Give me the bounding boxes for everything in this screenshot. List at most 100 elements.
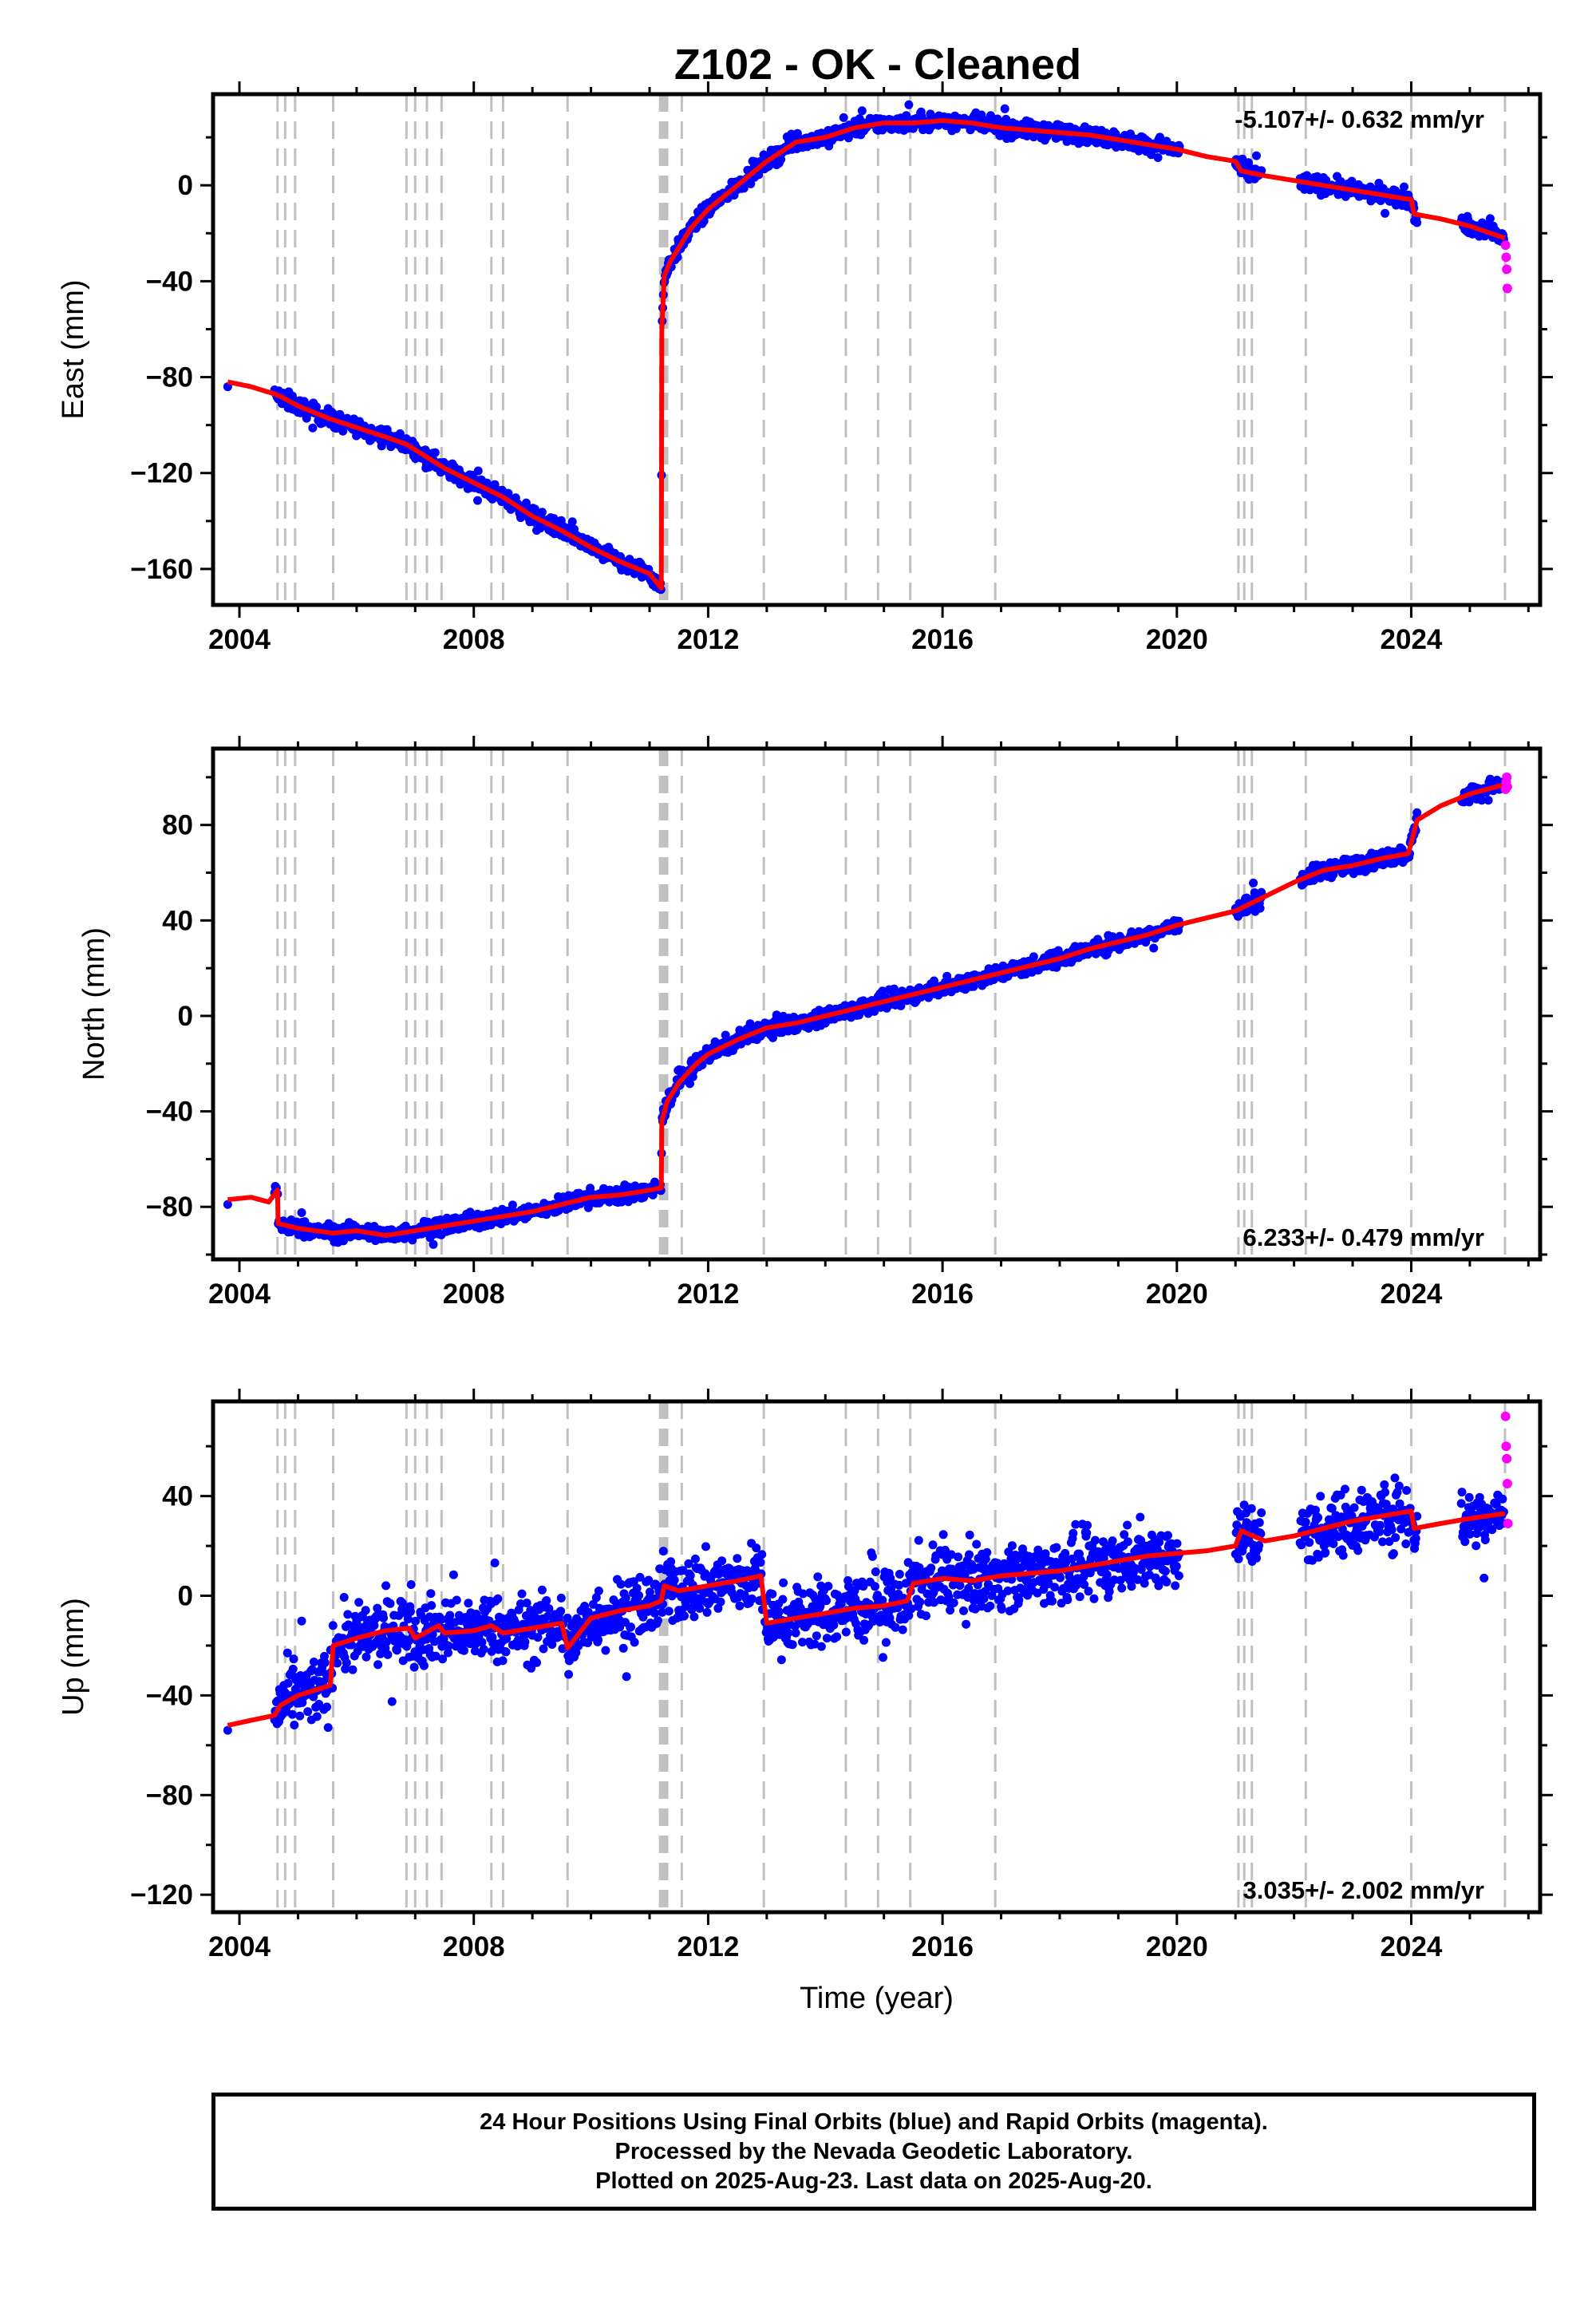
data-point <box>539 1644 548 1654</box>
data-point <box>479 1645 488 1654</box>
data-point <box>501 1647 511 1657</box>
data-point <box>591 1618 600 1628</box>
y-axis-label: East (mm) <box>57 279 90 419</box>
data-point <box>381 1581 391 1591</box>
rapid-orbit-point <box>1500 240 1511 251</box>
data-point <box>527 1663 536 1673</box>
data-point <box>1400 182 1408 192</box>
x-tick-label: 2016 <box>911 624 974 655</box>
data-point <box>395 429 405 438</box>
data-point <box>508 1200 517 1210</box>
data-point <box>339 1593 349 1602</box>
data-point <box>544 1604 554 1614</box>
data-point <box>859 1635 869 1645</box>
data-point <box>473 466 483 476</box>
data-point <box>533 1633 543 1642</box>
data-point <box>616 1579 626 1589</box>
x-tick-label: 2012 <box>677 624 739 655</box>
data-point <box>812 1631 821 1641</box>
data-point <box>333 1658 342 1668</box>
x-tick-label: 2004 <box>208 1279 271 1310</box>
data-point <box>788 1640 797 1650</box>
data-point <box>387 1697 397 1706</box>
data-point <box>537 1585 547 1595</box>
data-point <box>798 1589 808 1599</box>
data-point <box>774 1607 784 1617</box>
data-point <box>429 1239 438 1249</box>
data-point <box>1483 796 1493 805</box>
data-point <box>295 1711 305 1721</box>
x-tick-label: 2024 <box>1381 624 1443 655</box>
data-point <box>1464 797 1474 807</box>
plot-area <box>223 1401 1513 1912</box>
data-point <box>721 1030 730 1040</box>
y-tick-label: −120 <box>130 458 193 489</box>
y-tick-label: 80 <box>162 810 193 841</box>
data-point <box>618 1643 628 1653</box>
data-point <box>571 1648 581 1658</box>
data-point <box>283 1678 293 1688</box>
data-point <box>594 1587 603 1595</box>
plot-frame <box>211 92 1543 607</box>
data-point <box>444 1642 453 1650</box>
data-point <box>829 1620 839 1630</box>
data-point <box>822 1596 832 1606</box>
data-point <box>867 1551 877 1561</box>
data-point <box>369 1621 379 1630</box>
data-point <box>383 1650 393 1659</box>
x-tick-label: 2016 <box>911 1279 974 1310</box>
data-point <box>460 1646 468 1655</box>
rapid-orbit-point <box>1502 781 1512 792</box>
x-tick-label: 2008 <box>443 624 505 655</box>
data-point <box>922 1611 930 1621</box>
data-point <box>594 1635 603 1645</box>
data-point <box>798 1638 807 1647</box>
data-point <box>981 1555 990 1564</box>
y-tick-label: −160 <box>130 554 193 585</box>
data-point <box>621 1593 630 1603</box>
data-point <box>287 1709 297 1719</box>
data-point <box>290 1721 299 1729</box>
data-point <box>309 1658 318 1666</box>
data-point <box>784 1628 793 1638</box>
data-point <box>583 1607 593 1617</box>
data-point <box>556 1607 566 1616</box>
data-point <box>768 1033 777 1042</box>
data-point <box>484 1616 494 1626</box>
data-point <box>757 1550 767 1559</box>
data-point <box>393 1646 401 1655</box>
data-point <box>670 1575 679 1585</box>
data-point <box>746 179 756 188</box>
velocity-annotation: 6.233+/- 0.479 mm/yr <box>1243 1223 1484 1251</box>
data-point <box>832 1632 842 1642</box>
data-point <box>1381 208 1390 218</box>
x-tick-label: 2012 <box>677 1279 739 1310</box>
data-point <box>986 1601 995 1611</box>
data-point <box>430 448 440 457</box>
data-point <box>954 1552 963 1562</box>
data-point <box>406 1607 415 1616</box>
data-point <box>664 1607 674 1616</box>
data-point <box>955 1581 965 1591</box>
data-point <box>438 1654 448 1664</box>
data-point <box>895 1570 904 1579</box>
data-point <box>354 1598 364 1607</box>
data-point <box>379 1613 388 1622</box>
data-point <box>735 1601 745 1611</box>
data-point <box>881 1638 891 1647</box>
panel-up: 2004 2008 2012 2016 2020 2024−120−80−40040Up … <box>57 1389 1553 2015</box>
final-orbit-points <box>270 100 1508 595</box>
data-point <box>591 1593 601 1603</box>
data-point <box>926 1563 936 1573</box>
data-point <box>397 1599 407 1608</box>
data-point <box>878 1595 887 1605</box>
data-point <box>752 1543 761 1553</box>
data-point <box>685 1079 694 1089</box>
data-point <box>530 504 539 514</box>
data-point <box>904 1611 914 1620</box>
data-point <box>427 1601 437 1611</box>
data-point <box>320 1651 329 1661</box>
data-point <box>342 1658 351 1668</box>
data-point <box>419 1661 429 1670</box>
rapid-orbit-point <box>1502 264 1512 275</box>
